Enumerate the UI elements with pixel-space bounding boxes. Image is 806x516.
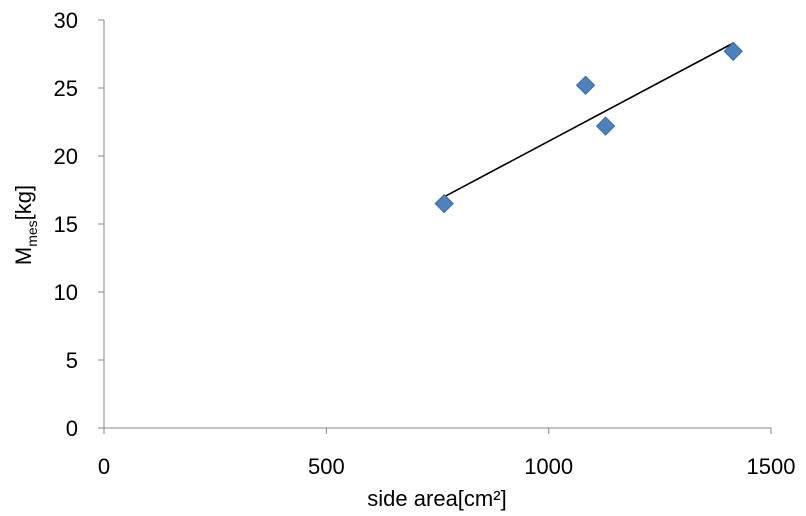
x-tick-label: 1500 (747, 454, 796, 479)
y-tick-label: 20 (54, 144, 78, 169)
y-axis-title-main: M (11, 247, 36, 265)
y-tick-label: 30 (54, 8, 78, 33)
y-axis-title-subscript: mes (24, 220, 40, 246)
tick-labels: 0 5 10 15 20 25 30 0 500 1000 1500 (54, 8, 796, 479)
data-point-diamond (723, 41, 743, 61)
x-tick-label: 500 (308, 454, 345, 479)
x-axis-title: side area[cm²] (367, 486, 506, 511)
trendline-layer (443, 42, 734, 198)
data-point-diamond (595, 116, 616, 136)
y-tick-label: 25 (54, 76, 78, 101)
data-points (434, 41, 743, 214)
y-tick-label: 15 (54, 212, 78, 237)
linear-trendline (443, 42, 734, 198)
data-point-diamond (434, 193, 454, 214)
y-axis-title-unit: [kg] (11, 185, 36, 220)
x-tick-label: 1000 (524, 454, 573, 479)
y-axis-title: Mmes[kg] (11, 185, 40, 265)
y-tick-label: 10 (54, 280, 78, 305)
y-tick-label: 0 (66, 416, 78, 441)
y-tick-label: 5 (66, 348, 78, 373)
data-point-diamond (575, 75, 596, 95)
axes (98, 19, 772, 434)
x-tick-label: 0 (98, 454, 110, 479)
